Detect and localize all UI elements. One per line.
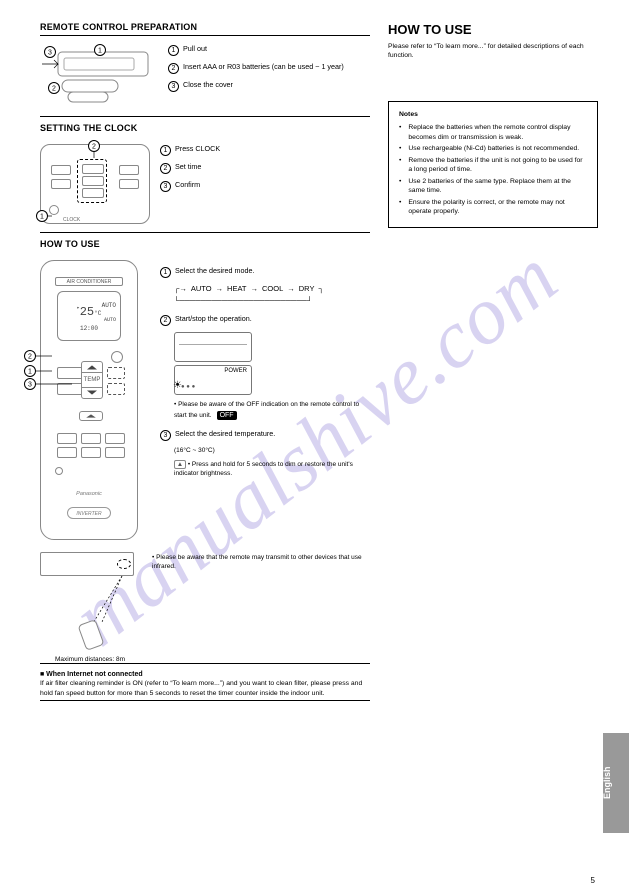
page-number: 5	[591, 876, 595, 885]
off-badge: OFF	[217, 411, 237, 420]
howto-row: AIR CONDITIONER AUTO ▸25°C AUTO 12:00	[40, 252, 370, 548]
no-net-text: If air filter cleaning reminder is ON (r…	[40, 679, 370, 697]
temp-down-icon	[81, 387, 103, 399]
step-number-icon: 3	[168, 81, 179, 92]
step-text: Confirm	[175, 180, 370, 190]
indoor-unit-icon	[174, 332, 252, 362]
section-title-howto: HOW TO USE	[40, 239, 370, 249]
button-icon	[57, 433, 77, 444]
divider	[40, 116, 370, 117]
note-item: Use rechargeable (Ni-Cd) batteries is no…	[399, 144, 587, 154]
notes-title: Notes	[399, 110, 587, 120]
divider	[40, 663, 370, 664]
power-led-label: POWER	[224, 368, 247, 375]
mode-cool: COOL	[262, 284, 283, 294]
mode-auto: AUTO	[191, 284, 212, 294]
battery-illustration: 3 1 2	[40, 44, 158, 108]
button-icon	[81, 433, 101, 444]
pointing-text: • Please be aware that the remote may tr…	[152, 554, 370, 572]
step-number-icon: 3	[160, 181, 171, 192]
pointing-note: • Please be aware that the remote may tr…	[152, 552, 370, 572]
button-icon	[57, 447, 77, 458]
svg-text:2: 2	[28, 354, 32, 361]
step-number-icon: 1	[160, 267, 171, 278]
divider	[40, 700, 370, 701]
button-icon	[105, 433, 125, 444]
note-item: Use 2 batteries of the same type. Replac…	[399, 177, 587, 196]
temp-up-icon	[81, 361, 103, 373]
step-number-icon: 2	[160, 315, 171, 326]
button-icon	[107, 383, 125, 395]
button-icon	[55, 467, 63, 475]
note-item: Remove the batteries if the unit is not …	[399, 156, 587, 175]
brand-label: Panasonic	[41, 491, 137, 497]
swing-button-icon	[79, 411, 103, 421]
remote-body: AIR CONDITIONER AUTO ▸25°C AUTO 12:00	[40, 260, 138, 540]
note-item: Replace the batteries when the remote co…	[399, 123, 587, 142]
step-number-icon: 2	[168, 63, 179, 74]
mode-button-icon	[57, 367, 83, 379]
left-column: REMOTE CONTROL PREPARATION 3	[40, 22, 370, 701]
howto-steps: 1 Select the desired mode. ┌→ AUTO → HEAT…	[160, 260, 370, 478]
power-button-icon	[111, 351, 123, 363]
step-text: Press CLOCK	[175, 144, 370, 154]
svg-text:3: 3	[28, 382, 32, 389]
clock-row: CLOCK 2 1 1 Press CLOCK 2 Set time 3 Confir…	[40, 136, 370, 232]
step-number-icon: 2	[160, 163, 171, 174]
button-icon	[81, 447, 101, 458]
clock-steps: 1 Press CLOCK 2 Set time 3 Confirm	[160, 144, 370, 198]
note-item: Ensure the polarity is correct, or the r…	[399, 198, 587, 217]
clock-button-label: CLOCK	[63, 217, 80, 223]
lcd-clock: 12:00	[58, 325, 120, 332]
indicator-panel-icon: ☀ ● ● ● POWER	[174, 365, 252, 395]
remote-lcd: AUTO ▸25°C AUTO 12:00	[57, 291, 121, 341]
section-title-preparation: REMOTE CONTROL PREPARATION	[40, 22, 370, 32]
svg-text:1: 1	[98, 48, 102, 55]
step-text: Select the desired temperature.	[175, 429, 370, 439]
max-distance: Maximum distances: 8m	[40, 656, 140, 663]
temp-range: (16°C ~ 30°C)	[174, 447, 370, 456]
page-heading: HOW TO USE	[388, 22, 598, 39]
step-number-icon: 3	[160, 430, 171, 441]
intro-text: Please refer to “To learn more...” for d…	[388, 43, 598, 61]
right-column: HOW TO USE Please refer to “To learn mor…	[388, 22, 598, 701]
step-number-icon: 1	[168, 45, 179, 56]
svg-text:1: 1	[28, 369, 32, 376]
receiver-illustration: Maximum distances: 8m	[40, 552, 140, 663]
step-text: Close the cover	[183, 80, 370, 90]
inverter-label: INVERTER	[67, 507, 111, 519]
no-net-title: ■ When Internet not connected	[40, 670, 370, 679]
mode-heat: HEAT	[227, 284, 246, 294]
internet-not-connected-section: ■ When Internet not connected If air fil…	[40, 670, 370, 698]
section-title-clock: SETTING THE CLOCK	[40, 123, 370, 133]
battery-steps: 1 Pull out 2 Insert AAA or R03 batteries (…	[168, 44, 370, 98]
notes-box: Notes Replace the batteries when the rem…	[388, 101, 598, 228]
remote-illustration: AIR CONDITIONER AUTO ▸25°C AUTO 12:00	[40, 260, 150, 540]
svg-text:3: 3	[48, 50, 52, 57]
svg-text:2: 2	[52, 86, 56, 93]
step-number-icon: 1	[160, 145, 171, 156]
remote-title-bar: AIR CONDITIONER	[55, 277, 123, 286]
divider	[40, 232, 370, 233]
off-hint: • Please be aware of the OFF indication …	[174, 401, 359, 419]
off-indication: • Please be aware of the OFF indication …	[174, 399, 370, 421]
step-text: Select the desired mode.	[175, 266, 370, 276]
battery-row: 3 1 2 1 Pull out 2 Insert AAA or R03 batte…	[40, 36, 370, 116]
button-icon	[57, 383, 83, 395]
step-text: Set time	[175, 162, 370, 172]
lcd-temp: 25	[80, 305, 94, 319]
page: REMOTE CONTROL PREPARATION 3	[0, 0, 629, 893]
step-text: Start/stop the operation.	[175, 314, 370, 324]
step-text: Pull out	[183, 44, 370, 54]
mode-cycle: ┌→ AUTO → HEAT → COOL → DRY ┐	[160, 284, 370, 294]
step-text: Insert AAA or R03 batteries (can be used…	[183, 62, 370, 72]
button-icon	[107, 367, 125, 379]
remote-lower-illustration: CLOCK 2 1	[40, 144, 150, 224]
temp-label-icon: TEMP	[81, 373, 103, 387]
dim-hint: ▲ • Press and hold for 5 seconds to dim …	[174, 460, 370, 479]
button-icon	[105, 447, 125, 458]
mode-dry: DRY	[299, 284, 315, 294]
pointing-row: Maximum distances: 8m • Please be aware …	[40, 552, 370, 663]
